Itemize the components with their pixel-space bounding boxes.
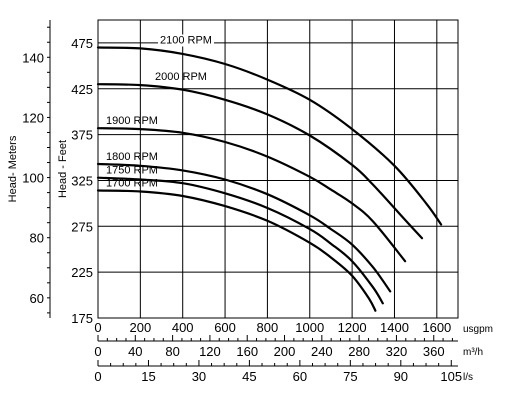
- y-axis-meters-title: Head- Meters: [7, 135, 19, 202]
- y-axis-meters: 60 80 100 120 140: [22, 20, 51, 318]
- y-tick-label: 225: [71, 265, 93, 280]
- secondary-x-tick-label: 30: [192, 369, 206, 384]
- y-tick-label: 375: [71, 128, 93, 143]
- y-tick-label: 425: [71, 82, 93, 97]
- secondary-x-tick-label: 60: [293, 369, 307, 384]
- y-axis-title: Head - Feet: [57, 140, 69, 198]
- secondary-x-tick-label: 80: [165, 344, 179, 359]
- x-axis-m3h-unit: m³/h: [463, 347, 483, 358]
- y-tick-label: 175: [71, 311, 93, 326]
- secondary-x-tick-label: 75: [343, 369, 357, 384]
- y-axis-meters-tick-label: 60: [30, 291, 44, 306]
- secondary-x-tick-label: 240: [311, 344, 333, 359]
- secondary-x-tick-label: 90: [394, 369, 408, 384]
- secondary-x-tick-label: 200: [274, 344, 296, 359]
- secondary-x-tick-label: 160: [236, 344, 258, 359]
- y-axis-meters-tick-label: 140: [22, 50, 44, 65]
- series-label-background: [158, 34, 214, 47]
- plot-frame: [97, 19, 459, 319]
- series-label: 1900 RPM: [106, 115, 158, 127]
- x-axis-ls: 0 15 30 45 60 75 90 105: [94, 360, 462, 384]
- y-axis-meters-tick-label: 120: [22, 110, 44, 125]
- secondary-x-tick-label: 40: [128, 344, 142, 359]
- curves: 2100 RPM 2000 RPM 1900 RPM 1800 RPM 1750 RPM…: [96, 34, 443, 312]
- series-label: 2100 RPM: [160, 35, 212, 47]
- x-axis-m3h: 0 40 80 120 160 200 240 280 320 360: [94, 335, 458, 359]
- secondary-x-tick-label: 105: [440, 369, 462, 384]
- x-tick-label: 400: [172, 320, 194, 335]
- series-label: 2000 RPM: [155, 71, 207, 83]
- series-label: 1700 RPM: [106, 178, 158, 190]
- y-axis-meters-tick-label: 80: [30, 231, 44, 246]
- y-tick-label: 325: [71, 173, 93, 188]
- x-tick-label: 1000: [295, 320, 324, 335]
- secondary-x-tick-label: 15: [141, 369, 155, 384]
- x-tick-label: 1200: [338, 320, 367, 335]
- x-tick-label: 200: [130, 320, 152, 335]
- series-line: [96, 46, 443, 226]
- y-tick-label: 275: [71, 219, 93, 234]
- y-axis: 175 225 275 325 375 425 475: [71, 36, 93, 326]
- x-tick-label: 800: [257, 320, 279, 335]
- x-tick-label: 1600: [422, 320, 451, 335]
- series-line: [96, 189, 377, 312]
- x-axis-ls-unit: l/s: [463, 372, 473, 383]
- y-axis-meters-tick-label: 100: [22, 171, 44, 186]
- x-tick-label: 1400: [380, 320, 409, 335]
- secondary-x-tick-label: 320: [386, 344, 408, 359]
- x-axis-usgpm: 0 200 400 600 800 1000 1200 1400 1600: [94, 320, 451, 335]
- secondary-x-tick-label: 45: [242, 369, 256, 384]
- series-label: 1800 RPM: [106, 151, 158, 163]
- secondary-x-tick-label: 0: [94, 369, 101, 384]
- series-line: [96, 176, 384, 305]
- x-axis-unit: usgpm: [463, 324, 493, 335]
- y-tick-label: 475: [71, 36, 93, 51]
- series-line: [96, 162, 392, 293]
- series-label: 1750 RPM: [106, 165, 158, 177]
- x-tick-label: 0: [94, 320, 101, 335]
- secondary-x-tick-label: 360: [423, 344, 445, 359]
- x-tick-label: 600: [214, 320, 236, 335]
- secondary-x-tick-label: 0: [94, 344, 101, 359]
- secondary-x-tick-label: 280: [348, 344, 370, 359]
- series-line: [96, 83, 424, 240]
- series-line: [96, 127, 407, 263]
- secondary-x-tick-label: 120: [199, 344, 221, 359]
